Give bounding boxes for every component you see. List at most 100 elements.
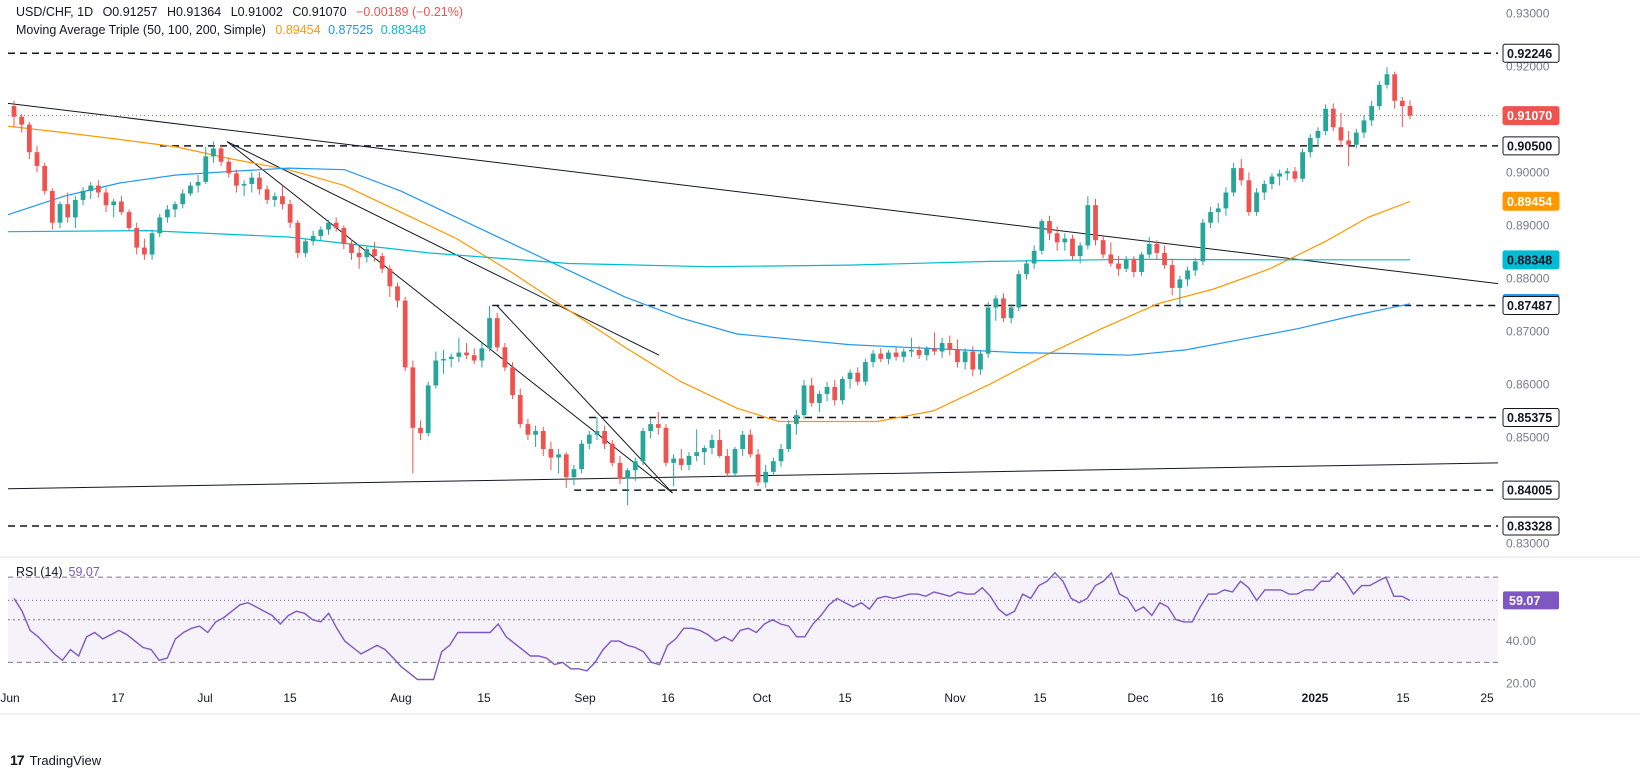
candle-body bbox=[402, 300, 408, 368]
candle-body bbox=[955, 349, 960, 363]
candle-body bbox=[1376, 84, 1382, 107]
trendline-4 bbox=[496, 305, 673, 494]
candle-body bbox=[172, 204, 178, 210]
candle-body bbox=[448, 356, 454, 359]
candle-body bbox=[134, 227, 140, 248]
candle-body bbox=[57, 204, 63, 223]
candle-body bbox=[65, 204, 71, 218]
candle-body bbox=[1169, 265, 1175, 288]
candle-body bbox=[594, 431, 600, 435]
candle-body bbox=[909, 349, 914, 352]
candle-body bbox=[1254, 192, 1259, 213]
candle-body bbox=[1353, 132, 1359, 145]
price-tick-label-6: 0.86000 bbox=[1506, 377, 1550, 391]
candle-body bbox=[287, 204, 293, 223]
price-label-text: 0.84005 bbox=[1507, 484, 1552, 498]
candle-body bbox=[103, 192, 109, 206]
candle-body bbox=[1054, 233, 1060, 243]
candle-body bbox=[893, 352, 899, 357]
candle-body bbox=[441, 358, 446, 361]
trendline-2 bbox=[226, 141, 660, 356]
candle-body bbox=[1123, 259, 1129, 269]
price-tick-label-7: 0.85000 bbox=[1506, 430, 1550, 444]
time-tick-label-3: 15 bbox=[283, 691, 297, 705]
price-label-1: 0.91070 bbox=[1502, 106, 1560, 126]
price-label-8: 0.84005 bbox=[1502, 480, 1560, 500]
trendline-0 bbox=[7, 102, 1499, 285]
candle-body bbox=[985, 307, 991, 354]
candle-body bbox=[563, 454, 569, 478]
candle-body bbox=[1047, 221, 1052, 234]
price-label-box bbox=[1502, 516, 1560, 536]
candle-body bbox=[870, 353, 876, 363]
candle-body bbox=[126, 212, 132, 228]
candle-body bbox=[1070, 238, 1075, 257]
price-label-4: 0.88348 bbox=[1502, 250, 1560, 270]
candle-body bbox=[648, 424, 654, 432]
ma50-value: 0.89454 bbox=[275, 23, 321, 37]
rsi-value-label: 59.07 bbox=[1503, 591, 1559, 610]
candle-body bbox=[1085, 205, 1091, 246]
candle-body bbox=[1093, 205, 1098, 241]
price-tick-label-4: 0.88000 bbox=[1506, 271, 1550, 285]
candle-body bbox=[1338, 127, 1344, 141]
candle-body bbox=[1292, 171, 1298, 179]
candle-body bbox=[1261, 183, 1267, 193]
candle-body bbox=[1323, 108, 1329, 131]
ma-indicator-label[interactable]: Moving Average Triple (50, 100, 200, Sim… bbox=[16, 23, 266, 37]
candle-body bbox=[962, 351, 968, 363]
candle-body bbox=[203, 156, 209, 182]
candle-body bbox=[264, 189, 270, 200]
candle-body bbox=[732, 449, 738, 474]
candle-body bbox=[847, 372, 853, 380]
ma200-value: 0.88348 bbox=[380, 23, 426, 37]
candle-body bbox=[701, 447, 707, 453]
price-label-box bbox=[1502, 480, 1560, 500]
candle-body bbox=[1269, 176, 1275, 184]
time-tick-label-2: Jul bbox=[197, 691, 212, 705]
candle-body bbox=[1346, 140, 1352, 145]
candle-body bbox=[832, 387, 838, 401]
candle-body bbox=[709, 440, 715, 448]
candle-body bbox=[80, 190, 86, 200]
candle-body bbox=[487, 318, 492, 349]
candle-body bbox=[241, 183, 247, 186]
time-tick-label-1: 17 bbox=[111, 691, 125, 705]
candle-body bbox=[379, 256, 385, 269]
candle-body bbox=[211, 148, 216, 157]
candle-body bbox=[747, 434, 753, 455]
rsi-label[interactable]: RSI (14) bbox=[16, 565, 63, 579]
price-label-text: 0.85375 bbox=[1507, 411, 1552, 425]
candle-body bbox=[418, 427, 423, 434]
candle-body bbox=[464, 352, 469, 356]
candle-body bbox=[1392, 74, 1398, 101]
candle-body bbox=[310, 235, 316, 242]
price-label-text: 0.90500 bbox=[1507, 139, 1552, 153]
price-label-2: 0.90500 bbox=[1502, 136, 1560, 156]
moving-average-50-line bbox=[7, 125, 1411, 423]
candle-body bbox=[510, 367, 515, 395]
candle-body bbox=[257, 177, 262, 190]
time-tick-label-7: 16 bbox=[661, 691, 675, 705]
candle-body bbox=[1200, 222, 1206, 262]
candle-body bbox=[19, 116, 25, 125]
symbol-label[interactable]: USD/CHF, 1D bbox=[16, 5, 94, 19]
candle-body bbox=[303, 241, 308, 253]
candle-body bbox=[947, 343, 953, 350]
price-label-box bbox=[1502, 136, 1560, 156]
candle-body bbox=[694, 452, 700, 456]
candle-body bbox=[586, 434, 592, 444]
candle-body bbox=[1031, 250, 1037, 264]
candle-body bbox=[142, 247, 147, 255]
candle-body bbox=[824, 387, 830, 394]
time-tick-label-13: 16 bbox=[1210, 691, 1224, 705]
price-label-text: 0.83328 bbox=[1507, 520, 1552, 534]
candle-body bbox=[226, 161, 232, 174]
tradingview-logo[interactable]: 17 TradingView bbox=[10, 752, 101, 768]
price-label-box bbox=[1502, 408, 1560, 427]
candle-body bbox=[924, 348, 930, 356]
price-label-7: 0.85375 bbox=[1502, 408, 1560, 427]
candle-body bbox=[1223, 192, 1229, 209]
